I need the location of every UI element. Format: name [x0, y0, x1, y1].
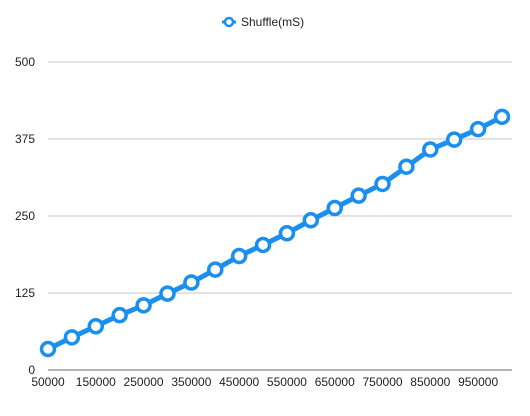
series: [39, 108, 511, 358]
data-point: [302, 212, 320, 229]
data-point: [183, 274, 200, 291]
legend-label: Shuffle(mS): [241, 15, 304, 29]
gridlines: [48, 61, 512, 371]
data-point: [445, 131, 463, 148]
legend-marker: [223, 16, 235, 28]
data-point: [326, 199, 343, 217]
data-point: [39, 340, 57, 358]
y-tick-label: 125: [15, 286, 35, 300]
data-point: [469, 120, 487, 138]
x-tick-label: 250000: [124, 375, 164, 389]
x-tick-label: 150000: [76, 375, 116, 389]
x-tick-label: 650000: [315, 375, 355, 389]
x-tick-label: 550000: [267, 375, 307, 389]
y-tick-label: 500: [15, 55, 35, 69]
data-point: [254, 236, 272, 254]
data-point: [422, 141, 439, 158]
data-point: [207, 261, 224, 278]
data-point: [230, 247, 248, 265]
data-point: [493, 108, 511, 126]
data-point: [278, 224, 296, 242]
data-point: [135, 297, 152, 314]
data-point: [63, 329, 81, 346]
y-tick-label: 0: [28, 363, 35, 377]
axes: 0 125 250 375 500 50000 150000 250000 350000 4500…: [15, 55, 498, 389]
data-point: [159, 285, 176, 302]
data-point: [350, 187, 367, 204]
x-tick-label: 950000: [458, 375, 498, 389]
y-tick-label: 375: [15, 132, 35, 146]
legend: Shuffle(mS): [222, 15, 304, 29]
data-point: [87, 318, 105, 335]
x-tick-label: 450000: [219, 375, 259, 389]
x-tick-label: 750000: [363, 375, 403, 389]
x-tick-label: 850000: [410, 375, 450, 389]
data-point: [398, 158, 415, 175]
data-point: [374, 175, 391, 193]
data-point: [111, 306, 128, 324]
y-tick-label: 250: [15, 209, 35, 223]
x-tick-label: 50000: [31, 375, 65, 389]
x-tick-label: 350000: [171, 375, 211, 389]
